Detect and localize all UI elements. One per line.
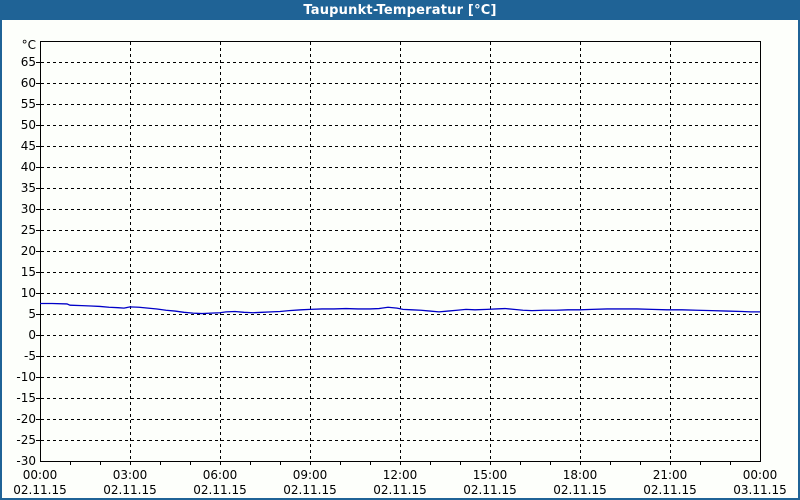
y-axis-unit-label: °C [22,38,36,52]
x-date-label: 02.11.15 [553,483,606,497]
y-tick-label: -25 [16,433,36,447]
y-tick-label: 20 [21,244,36,258]
y-tick-label: 65 [21,55,36,69]
y-tick-label: -20 [16,412,36,426]
x-time-label: 00:00 [743,468,778,482]
titlebar: Taupunkt-Temperatur [°C] [2,2,798,20]
x-time-label: 06:00 [203,468,238,482]
y-tick-label: 35 [21,181,36,195]
y-tick-label: 10 [21,286,36,300]
y-tick-label: -5 [24,349,36,363]
x-time-label: 09:00 [293,468,328,482]
y-tick-label: 45 [21,139,36,153]
chart-canvas: 65605550454035302520151050-5-10-15-20-25… [13,38,786,497]
y-tick-label: -30 [16,454,36,468]
x-time-label: 12:00 [383,468,418,482]
x-time-label: 00:00 [23,468,58,482]
x-time-label: 21:00 [653,468,688,482]
x-time-label: 15:00 [473,468,508,482]
y-tick-label: 30 [21,202,36,216]
y-tick-label: 15 [21,265,36,279]
y-tick-label: 60 [21,76,36,90]
x-date-label: 02.11.15 [103,483,156,497]
x-date-label: 02.11.15 [463,483,516,497]
x-date-label: 02.11.15 [283,483,336,497]
x-date-label: 02.11.15 [373,483,426,497]
y-tick-label: 40 [21,160,36,174]
x-date-label: 02.11.15 [193,483,246,497]
plot-border [40,41,761,462]
y-tick-label: 25 [21,223,36,237]
x-time-label: 18:00 [563,468,598,482]
x-date-label: 03.11.15 [733,483,786,497]
y-tick-label: -15 [16,391,36,405]
y-tick-label: 55 [21,97,36,111]
y-tick-label: -10 [16,370,36,384]
series-line [40,302,760,315]
y-tick-label: 5 [28,307,36,321]
y-tick-label: 50 [21,118,36,132]
y-tick-label: 0 [28,328,36,342]
window-title: Taupunkt-Temperatur [°C] [303,3,497,18]
x-date-label: 02.11.15 [643,483,696,497]
x-date-label: 02.11.15 [13,483,66,497]
x-time-label: 03:00 [113,468,148,482]
